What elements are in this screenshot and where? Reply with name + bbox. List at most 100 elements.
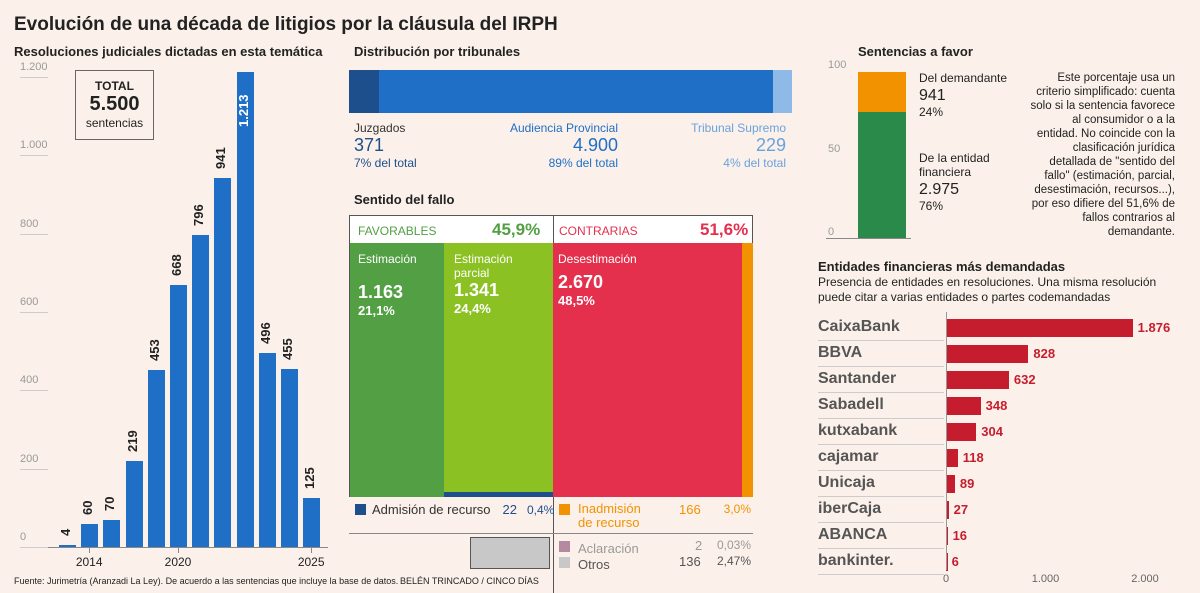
bar-value-label: 125 — [302, 467, 318, 490]
ytick-label: 800 — [20, 217, 39, 230]
gridline — [20, 77, 48, 78]
entity-logo-santander: Santander — [818, 367, 944, 393]
name: Aclaración — [578, 541, 639, 556]
entity-logo-ibercaja: iberCaja — [818, 497, 944, 523]
gridline — [20, 155, 48, 157]
bar — [946, 319, 1133, 337]
page-title: Evolución de una década de litigios por … — [14, 14, 558, 35]
bar — [59, 545, 76, 547]
pct: 2,47% — [716, 554, 751, 568]
value: 2.670 — [558, 272, 604, 292]
bar-value-label: 219 — [124, 430, 140, 453]
favorables-pct: 45,9% — [492, 220, 541, 239]
audiencia-legend: Audiencia Provincial 4.900 89% del total — [500, 121, 618, 170]
entity-logo-cajamar: cajamar — [818, 445, 944, 471]
xtick-label: 2.000 — [1131, 573, 1159, 585]
tribunales-bar — [349, 70, 792, 113]
pct: 24% — [919, 105, 944, 119]
supremo-legend: Tribunal Supremo 229 4% del total — [680, 121, 786, 170]
bar — [946, 527, 948, 545]
bar — [946, 397, 981, 415]
total-label: TOTAL — [95, 79, 134, 93]
xtick — [311, 547, 313, 553]
pct: 0,03% — [716, 538, 751, 552]
entity-logo-kutxabank: kutxabank — [818, 419, 944, 445]
x-axis — [48, 547, 328, 548]
estimacion-block — [350, 243, 444, 497]
ytick: 50 — [828, 143, 841, 155]
label: Tribunal Supremo — [691, 121, 786, 135]
value: 229 — [755, 135, 786, 155]
name: Admisión de recurso — [372, 502, 491, 517]
estimacion-parcial-block — [444, 243, 553, 497]
bar-value-label: 60 — [80, 500, 96, 515]
contrarias-pct: 51,6% — [700, 220, 749, 239]
bar-value-label: 27 — [953, 502, 969, 517]
bar-value-label: 496 — [257, 322, 273, 344]
swatch — [559, 557, 570, 568]
bar — [303, 498, 321, 547]
share: 89% del total — [548, 156, 618, 170]
value: 1.341 — [454, 280, 500, 300]
bar — [81, 523, 99, 547]
total-value: 5.500 — [89, 93, 140, 115]
ytick: 100 — [828, 59, 847, 71]
entidades-subtitle: Presencia de entidades en resoluciones. … — [818, 275, 1157, 304]
bar — [192, 235, 210, 547]
entity-logo-bankinter: bankinter. — [818, 549, 944, 575]
bar — [214, 178, 232, 547]
value: 166 — [679, 502, 701, 517]
share: 4% del total — [723, 156, 786, 170]
bar — [125, 461, 143, 547]
gridline — [20, 233, 48, 235]
bar — [946, 345, 1029, 363]
bar-value-label: 941 — [213, 147, 229, 170]
favorables-label: FAVORABLES — [358, 224, 437, 238]
entidad-legend: De la entidad financiera 2.975 76% — [919, 151, 999, 213]
desestimacion-label: Desestimación 2.670 48,5% — [558, 252, 637, 308]
desestimacion-block — [553, 243, 742, 497]
bar-value-label: 632 — [1013, 372, 1036, 387]
pct: 76% — [919, 199, 944, 213]
value: 1.163 — [358, 282, 404, 302]
label: Juzgados — [354, 121, 406, 135]
bar-value-label: 304 — [981, 424, 1003, 439]
credit: BELÉN TRINCADO / CINCO DÍAS — [400, 576, 539, 586]
favor-stacked-bar — [858, 72, 906, 238]
bar — [946, 475, 955, 493]
bar — [170, 285, 187, 547]
otros-block — [470, 537, 550, 569]
gridline — [20, 547, 48, 548]
ytick-label: 1.000 — [20, 139, 48, 152]
estimacion-label: Estimación 1.163 21,1% — [358, 252, 438, 318]
source: Fuente: Jurimetría (Aranzadi La Ley). De… — [14, 576, 399, 586]
bar — [946, 371, 1009, 389]
bar-supremo — [773, 70, 792, 113]
entity-logo-sabadell: Sabadell — [818, 393, 944, 419]
bar — [147, 369, 165, 547]
bar-entidad — [858, 111, 906, 238]
swatch — [559, 541, 570, 552]
value: 2.975 — [919, 181, 960, 198]
pct: 21,1% — [358, 303, 395, 318]
legend-aclaracion: Aclaración 2 0,03% — [559, 538, 751, 558]
entity-logo-bbva: BBVA — [818, 341, 944, 367]
value: 941 — [919, 87, 946, 104]
bar-value-label: 6 — [951, 554, 959, 569]
ytick-label: 0 — [20, 531, 27, 543]
bar-value-label: 89 — [959, 476, 975, 491]
bar-value-label: 348 — [985, 398, 1008, 413]
name: Otros — [578, 557, 610, 572]
name: Inadmisión de recurso — [578, 501, 641, 530]
bar — [281, 368, 298, 547]
total-unit: sentencias — [85, 116, 144, 130]
pct: 3,0% — [723, 502, 751, 516]
bar — [236, 71, 254, 547]
pct: 0,4% — [526, 502, 555, 517]
favor-note: Este porcentaje usa un criterio simplifi… — [1030, 72, 1175, 238]
y-axis — [946, 312, 947, 570]
value: 4.900 — [572, 135, 618, 155]
label: Audiencia Provincial — [509, 121, 618, 135]
legend-admision: Admisión de recurso 22 0,4% — [355, 502, 554, 517]
value: 2 — [695, 538, 703, 553]
